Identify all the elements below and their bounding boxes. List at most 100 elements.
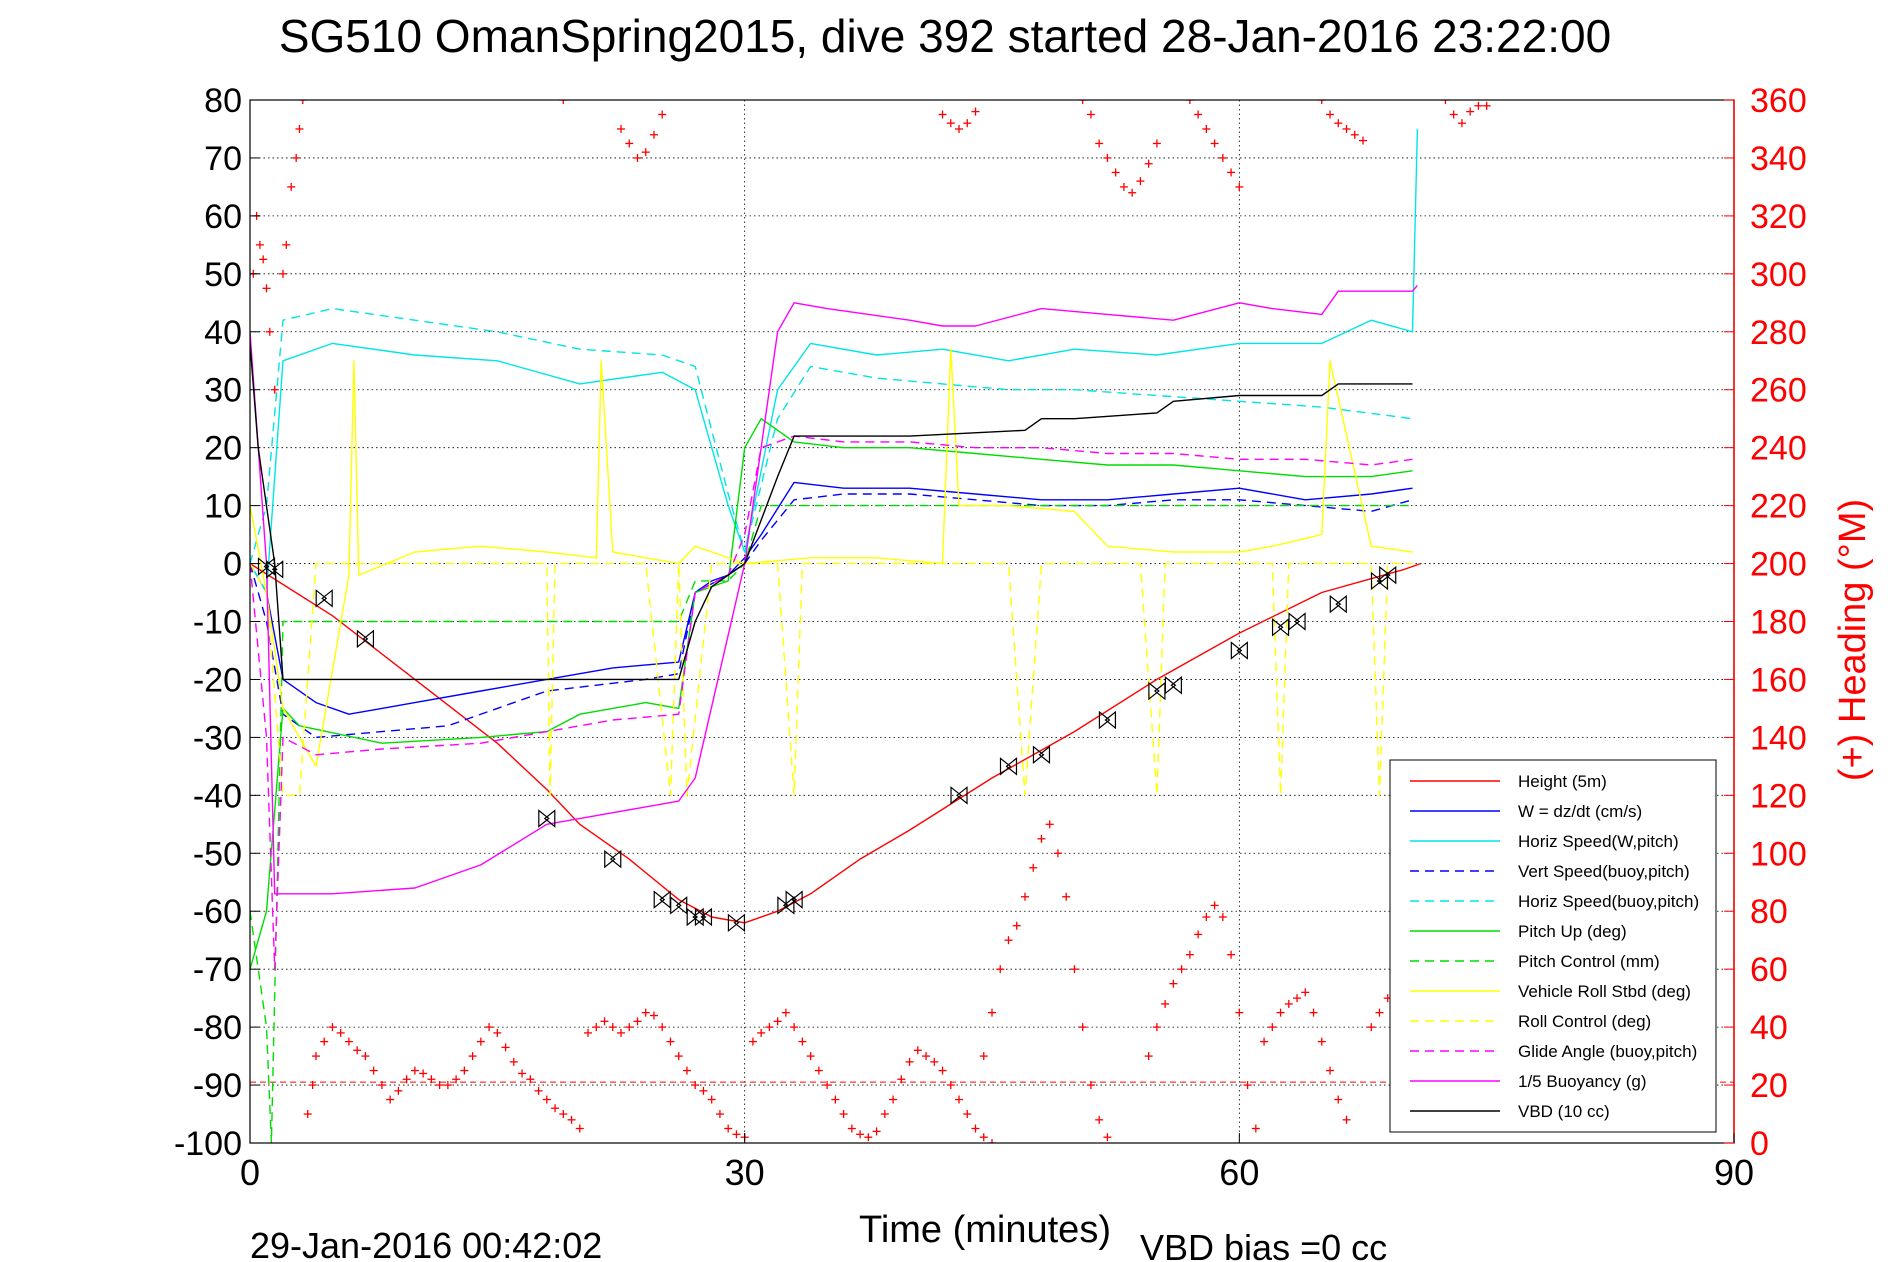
heading-point-79 <box>781 1008 790 1017</box>
heading-point-91 <box>880 1110 889 1119</box>
series-line-4 <box>250 307 1413 564</box>
y-right-tick-label-1: 340 <box>1750 140 1807 178</box>
heading-point-8 <box>282 240 291 249</box>
heading-point-162 <box>1301 988 1310 997</box>
y-tick-label-2: 60 <box>204 198 242 236</box>
heading-point-137 <box>1152 1023 1161 1032</box>
heading-point-72 <box>641 148 650 157</box>
heading-point-34 <box>468 1052 477 1061</box>
y-tick-label-3: 50 <box>204 256 242 294</box>
heading-point-12 <box>298 100 307 104</box>
heading-point-74 <box>658 110 667 119</box>
heading-point-153 <box>1210 139 1219 148</box>
series-line-9 <box>250 435 1413 970</box>
heading-point-121 <box>1070 965 1079 974</box>
heading-point-106 <box>946 119 955 128</box>
heading-point-69 <box>617 124 625 133</box>
series-line-2 <box>250 128 1419 594</box>
heading-point-167 <box>1342 1115 1351 1124</box>
heading-point-33 <box>460 1066 469 1075</box>
heading-point-70 <box>625 139 634 148</box>
heading-point-168 <box>1317 100 1326 104</box>
heading-point-6 <box>270 385 279 394</box>
heading-point-42 <box>534 1086 543 1095</box>
heading-points <box>250 100 1491 1143</box>
profile-markers <box>257 557 1397 933</box>
x-tick-label-0: 0 <box>240 1152 260 1193</box>
heading-point-171 <box>1342 124 1351 133</box>
heading-point-65 <box>724 1124 733 1133</box>
heading-point-129 <box>1103 153 1112 162</box>
y-right-tick-label-11: 140 <box>1750 719 1807 757</box>
heading-point-116 <box>1029 863 1038 872</box>
profile-marker-23 <box>1370 571 1389 591</box>
heading-point-118 <box>1045 820 1054 829</box>
heading-point-73 <box>649 130 658 139</box>
plot-area <box>250 100 1734 1143</box>
heading-point-122 <box>1078 1023 1087 1032</box>
profile-marker-15 <box>1032 745 1051 765</box>
heading-point-161 <box>1293 994 1302 1003</box>
heading-point-25 <box>394 1086 403 1095</box>
heading-point-108 <box>963 119 972 128</box>
heading-point-40 <box>518 1069 527 1078</box>
heading-point-119 <box>1053 849 1062 858</box>
heading-point-38 <box>501 1043 510 1052</box>
legend-label-8: Roll Control (deg) <box>1518 1012 1651 1031</box>
heading-point-19 <box>344 1037 353 1046</box>
legend: Height (5m) W = dz/dt (cm/s) Horiz Speed(W… <box>1389 759 1717 1133</box>
heading-point-117 <box>1037 834 1046 843</box>
heading-point-94 <box>905 1057 914 1066</box>
heading-point-136 <box>1144 1052 1153 1061</box>
heading-point-92 <box>889 1095 898 1104</box>
heading-point-39 <box>509 1057 518 1066</box>
heading-point-16 <box>320 1037 329 1046</box>
y-axis-right-label: (+) Heading (°M) <box>1832 499 1874 781</box>
y-right-tick-label-13: 100 <box>1750 835 1807 873</box>
heading-point-13 <box>303 1110 312 1119</box>
heading-point-99 <box>946 1081 955 1090</box>
heading-point-96 <box>922 1052 931 1061</box>
x-tick-label-3: 90 <box>1714 1152 1754 1193</box>
heading-point-128 <box>1095 139 1104 148</box>
y-tick-label-1: 70 <box>204 140 242 178</box>
x-axis-ticks: 0 30 60 90 <box>240 1133 1754 1193</box>
heading-point-169 <box>1326 110 1335 119</box>
profile-marker-13 <box>950 786 968 805</box>
heading-point-4 <box>262 284 271 293</box>
heading-point-159 <box>1276 1008 1285 1017</box>
legend-label-7: Vehicle Roll Stbd (deg) <box>1518 982 1691 1001</box>
heading-point-54 <box>633 1017 642 1026</box>
heading-point-36 <box>485 1023 494 1032</box>
heading-point-113 <box>1004 936 1013 945</box>
profile-marker-19 <box>1230 641 1248 660</box>
heading-point-101 <box>963 1110 972 1119</box>
y-tick-label-5: 30 <box>204 372 242 410</box>
heading-point-189 <box>1449 110 1458 119</box>
profile-marker-9 <box>694 907 713 927</box>
heading-point-71 <box>633 153 642 162</box>
heading-point-18 <box>336 1028 345 1037</box>
heading-point-28 <box>419 1069 428 1078</box>
heading-point-190 <box>1457 119 1466 128</box>
y-right-tick-label-17: 20 <box>1750 1067 1788 1105</box>
heading-point-131 <box>1119 182 1128 191</box>
heading-point-88 <box>856 1130 865 1139</box>
heading-point-22 <box>369 1066 378 1075</box>
y-right-tick-label-4: 280 <box>1750 314 1807 352</box>
heading-point-61 <box>691 1081 700 1090</box>
heading-point-140 <box>1177 965 1186 974</box>
legend-label-6: Pitch Control (mm) <box>1518 952 1660 971</box>
y-right-tick-label-7: 220 <box>1750 488 1807 526</box>
heading-point-14 <box>308 1081 317 1090</box>
heading-point-81 <box>798 1037 807 1046</box>
x-tick-label-2: 60 <box>1219 1152 1259 1193</box>
heading-point-103 <box>979 1133 988 1142</box>
heading-point-158 <box>1268 1023 1277 1032</box>
heading-point-141 <box>1185 950 1194 959</box>
heading-point-75 <box>748 1037 757 1046</box>
y-right-tick-label-10: 160 <box>1750 661 1807 699</box>
y-right-tick-label-8: 200 <box>1750 546 1807 584</box>
y-tick-label-7: 10 <box>204 488 242 526</box>
heading-point-114 <box>1012 921 1021 930</box>
